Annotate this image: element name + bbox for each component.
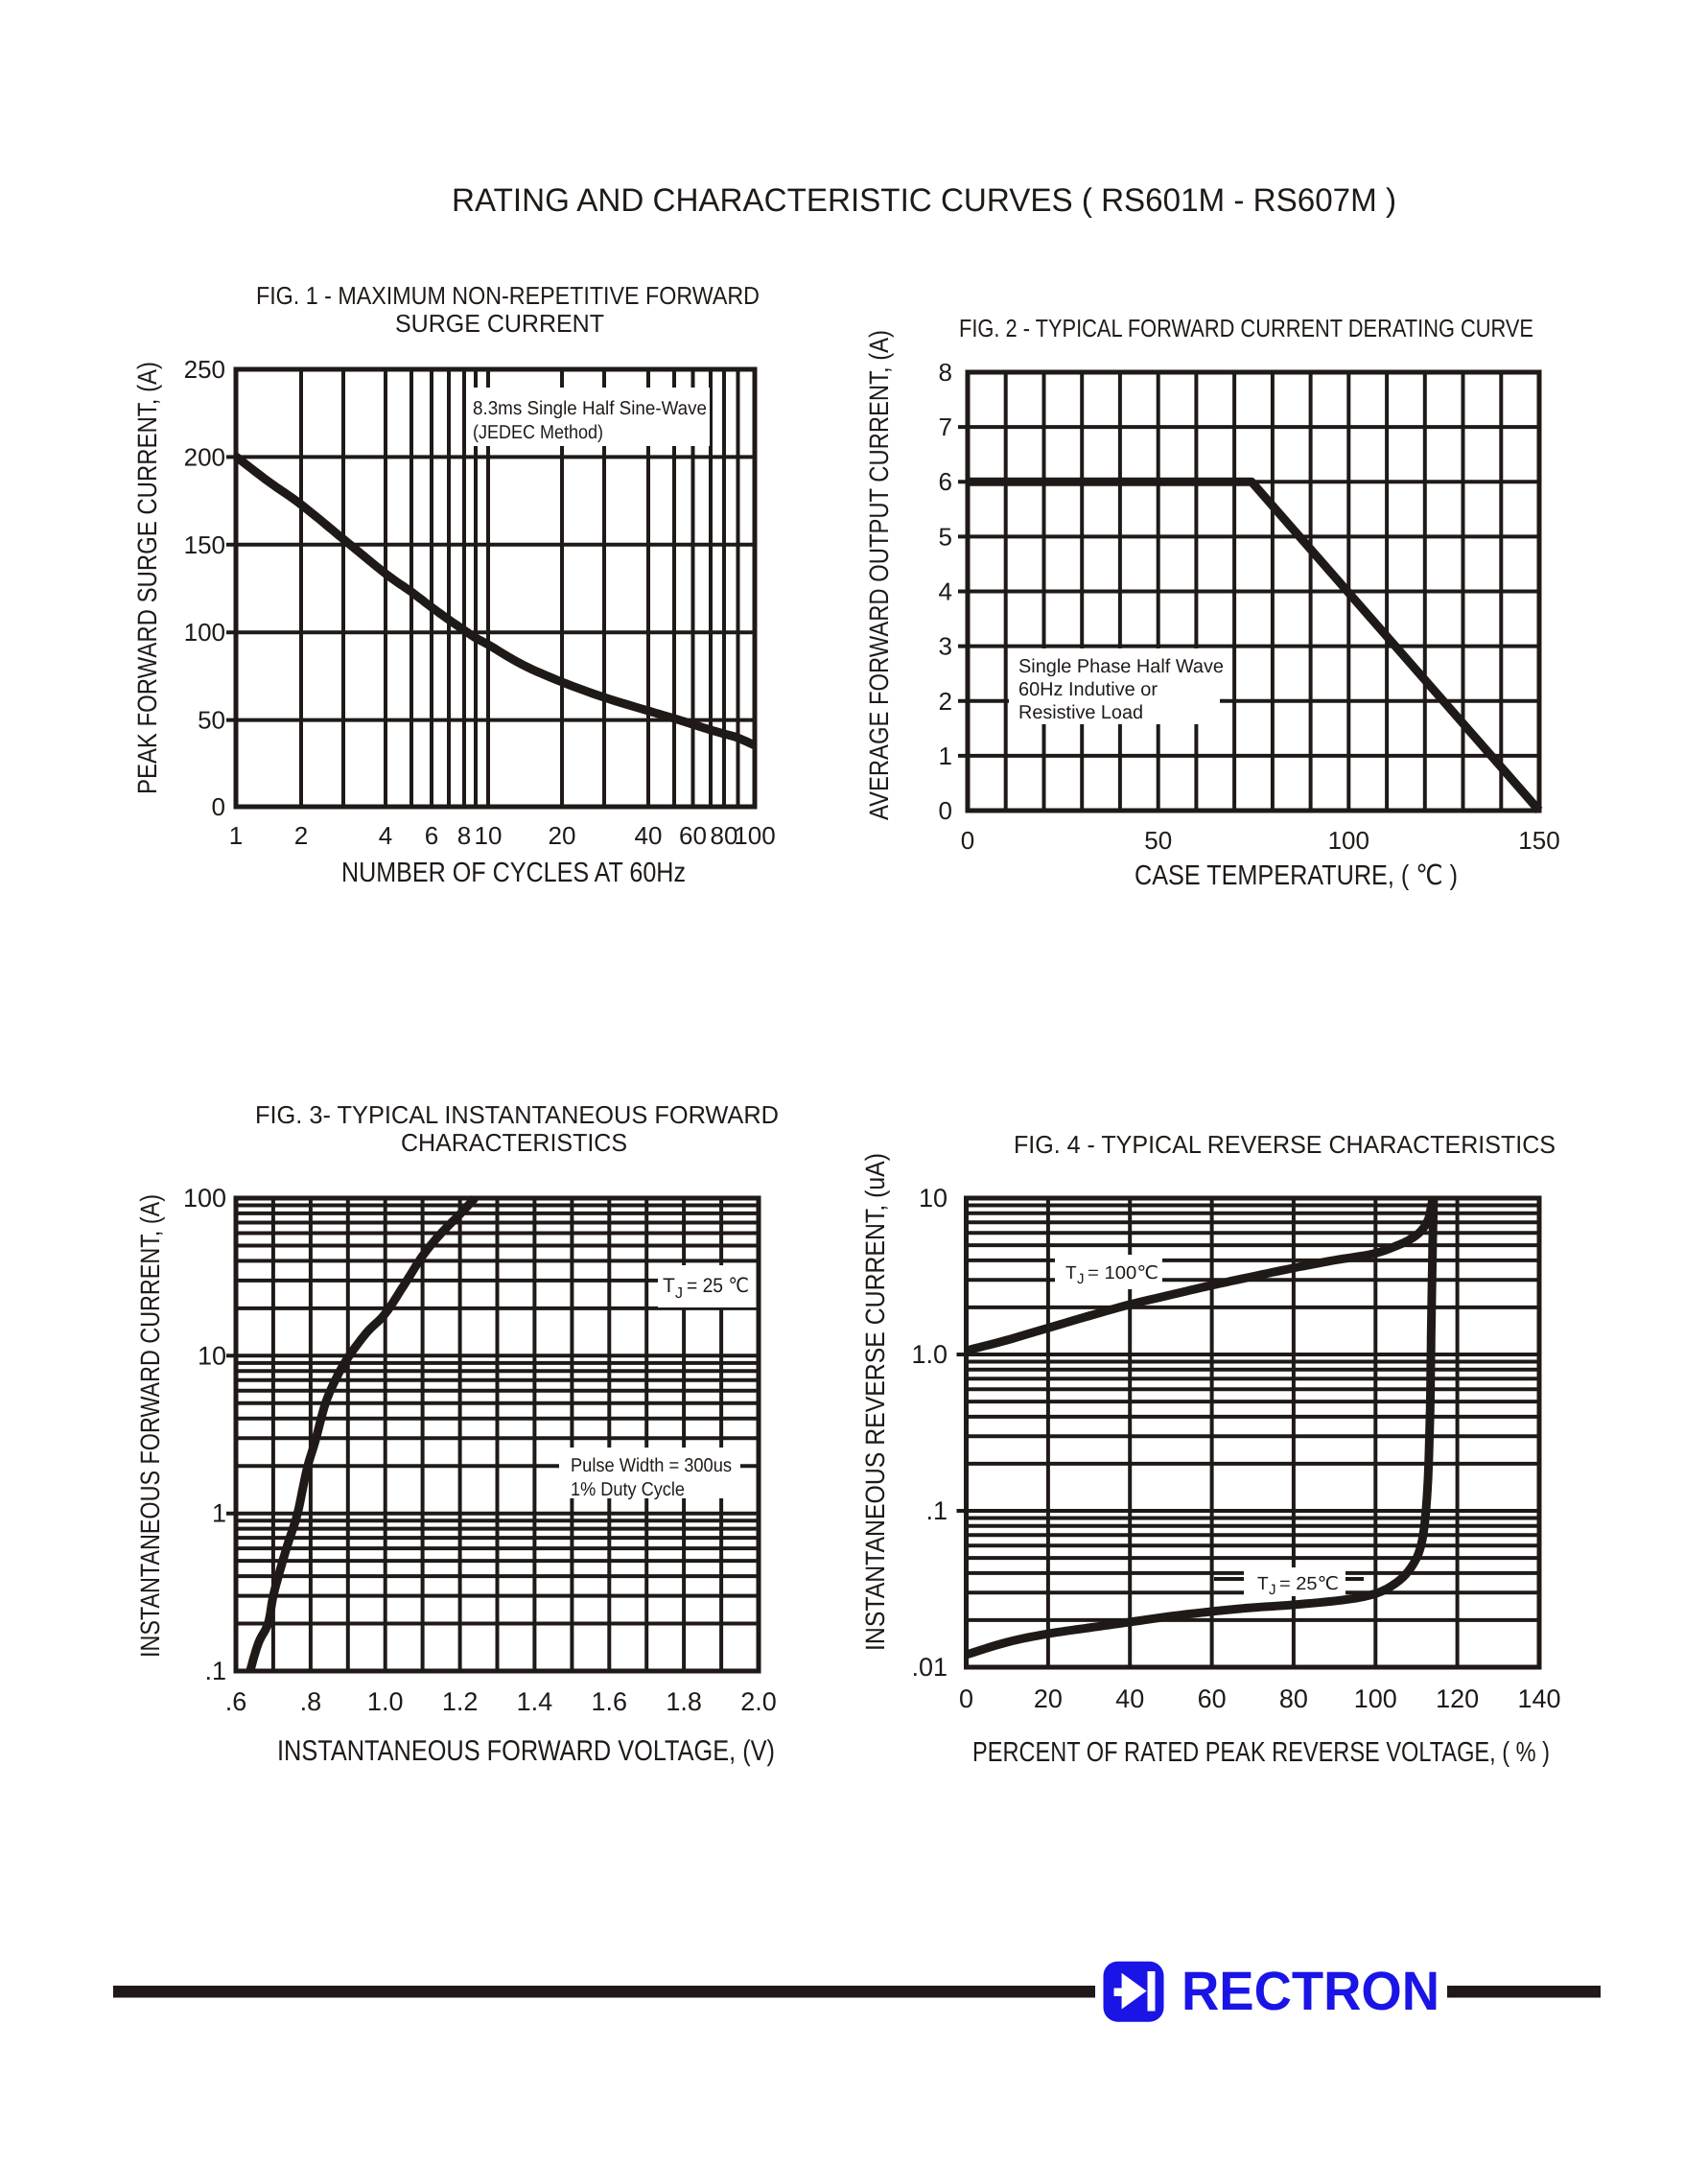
svg-text:= 25 ℃: = 25 ℃ (687, 1275, 749, 1297)
svg-text:8.3ms Single Half Sine-Wave: 8.3ms Single Half Sine-Wave (473, 398, 707, 419)
svg-text:PEAK FORWARD SURGE CURRENT, (A: PEAK FORWARD SURGE CURRENT, (A) (132, 362, 162, 794)
svg-text:INSTANTANEOUS FORWARD CURRENT,: INSTANTANEOUS FORWARD CURRENT, (A) (135, 1194, 165, 1658)
svg-text:J: J (1269, 1582, 1276, 1598)
svg-text:20: 20 (549, 821, 576, 850)
svg-text:1.2: 1.2 (442, 1687, 479, 1716)
svg-text:100: 100 (734, 821, 775, 850)
svg-text:SURGE CURRENT: SURGE CURRENT (395, 309, 604, 338)
svg-text:T: T (1257, 1574, 1269, 1594)
svg-text:10: 10 (475, 821, 503, 850)
svg-text:6: 6 (425, 821, 438, 850)
svg-text:100: 100 (183, 1184, 226, 1212)
svg-text:.01: .01 (911, 1653, 948, 1682)
svg-text:8: 8 (939, 358, 952, 387)
svg-text:Resistive Load: Resistive Load (1018, 702, 1143, 723)
svg-text:AVERAGE FORWARD OUTPUT CURRENT: AVERAGE FORWARD OUTPUT CURRENT, (A) (864, 330, 894, 820)
svg-text:CASE TEMPERATURE, ( ℃ ): CASE TEMPERATURE, ( ℃ ) (1135, 860, 1458, 891)
svg-text:60: 60 (679, 821, 707, 850)
svg-text:1: 1 (212, 1499, 226, 1528)
svg-text:INSTANTANEOUS FORWARD VOLTAGE,: INSTANTANEOUS FORWARD VOLTAGE, (V) (277, 1735, 775, 1767)
svg-text:0: 0 (961, 826, 974, 855)
svg-text:1.8: 1.8 (666, 1687, 702, 1716)
svg-text:20: 20 (1034, 1684, 1063, 1713)
svg-text:140: 140 (1517, 1684, 1560, 1713)
svg-text:60Hz Indutive or: 60Hz Indutive or (1018, 679, 1158, 700)
svg-text:RATING AND CHARACTERISTIC CURV: RATING AND CHARACTERISTIC CURVES ( RS601… (452, 182, 1396, 219)
svg-text:.1: .1 (204, 1657, 226, 1685)
svg-text:= 100℃: = 100℃ (1088, 1263, 1158, 1283)
svg-text:2.0: 2.0 (740, 1687, 777, 1716)
svg-text:CHARACTERISTICS: CHARACTERISTICS (401, 1128, 627, 1157)
svg-text:100: 100 (1354, 1684, 1397, 1713)
svg-text:250: 250 (184, 355, 225, 384)
svg-text:1.0: 1.0 (367, 1687, 404, 1716)
svg-text:3: 3 (939, 632, 952, 661)
svg-text:= 25℃: = 25℃ (1279, 1574, 1339, 1594)
svg-text:T: T (1065, 1263, 1077, 1283)
svg-text:4: 4 (939, 577, 952, 606)
svg-text:1% Duty Cycle: 1% Duty Cycle (571, 1479, 685, 1500)
svg-text:.8: .8 (300, 1687, 322, 1716)
svg-text:INSTANTANEOUS REVERSE CURRENT,: INSTANTANEOUS REVERSE CURRENT, (uA) (860, 1153, 890, 1651)
svg-text:1: 1 (939, 742, 952, 770)
svg-text:1.0: 1.0 (911, 1340, 948, 1369)
svg-text:T: T (663, 1275, 675, 1297)
svg-text:.6: .6 (225, 1687, 247, 1716)
svg-text:NUMBER OF CYCLES AT 60Hz: NUMBER OF CYCLES AT 60Hz (341, 858, 686, 888)
svg-text:2: 2 (939, 687, 952, 716)
svg-text:8: 8 (457, 821, 471, 850)
svg-text:1.6: 1.6 (592, 1687, 628, 1716)
svg-text:J: J (675, 1285, 683, 1302)
svg-text:1.4: 1.4 (517, 1687, 553, 1716)
svg-text:150: 150 (1518, 826, 1559, 855)
svg-text:4: 4 (379, 821, 392, 850)
svg-text:40: 40 (1115, 1684, 1144, 1713)
svg-text:120: 120 (1436, 1684, 1479, 1713)
svg-text:10: 10 (919, 1184, 948, 1212)
svg-text:J: J (1077, 1271, 1085, 1287)
svg-text:0: 0 (939, 796, 952, 825)
svg-text:7: 7 (939, 412, 952, 441)
svg-text:40: 40 (635, 821, 663, 850)
svg-text:5: 5 (939, 522, 952, 551)
svg-text:0: 0 (212, 792, 225, 821)
svg-text:(JEDEC Method): (JEDEC Method) (473, 422, 603, 443)
svg-text:80: 80 (1279, 1684, 1308, 1713)
svg-text:PERCENT OF RATED PEAK REVERSE: PERCENT OF RATED PEAK REVERSE VOLTAGE, (… (972, 1737, 1550, 1768)
svg-text:2: 2 (294, 821, 308, 850)
svg-text:200: 200 (184, 442, 225, 471)
svg-text:FIG. 1 - MAXIMUM NON-REPETITIV: FIG. 1 - MAXIMUM NON-REPETITIVE FORWARD (256, 281, 760, 310)
svg-text:80: 80 (711, 821, 738, 850)
svg-text:0: 0 (959, 1684, 973, 1713)
svg-text:.1: .1 (925, 1496, 948, 1525)
svg-text:FIG. 4 - TYPICAL REVERSE CHARA: FIG. 4 - TYPICAL REVERSE CHARACTERISTICS (1014, 1130, 1556, 1159)
svg-text:100: 100 (1328, 826, 1369, 855)
svg-text:50: 50 (198, 706, 225, 735)
svg-text:1: 1 (229, 821, 243, 850)
svg-text:50: 50 (1144, 826, 1172, 855)
svg-text:Single Phase Half Wave: Single Phase Half Wave (1018, 656, 1224, 677)
svg-text:6: 6 (939, 467, 952, 496)
svg-text:RECTRON: RECTRON (1182, 1961, 1439, 2022)
svg-text:100: 100 (184, 618, 225, 647)
svg-text:60: 60 (1198, 1684, 1227, 1713)
svg-text:FIG. 2 - TYPICAL FORWARD CURRE: FIG. 2 - TYPICAL FORWARD CURRENT DERATIN… (959, 314, 1533, 342)
svg-text:FIG. 3- TYPICAL INSTANTANEOUS: FIG. 3- TYPICAL INSTANTANEOUS FORWARD (255, 1100, 779, 1129)
svg-text:150: 150 (184, 530, 225, 559)
svg-text:Pulse Width = 300us: Pulse Width = 300us (571, 1455, 732, 1476)
svg-text:10: 10 (198, 1341, 226, 1370)
